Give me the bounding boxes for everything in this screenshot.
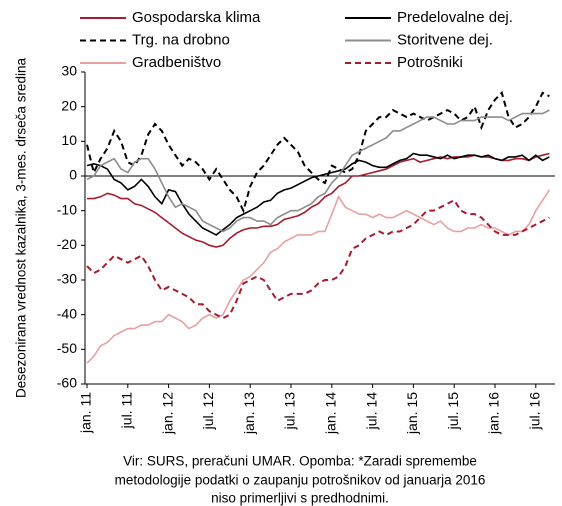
series-line: [86, 152, 550, 236]
series-line: [86, 90, 550, 214]
series-line: [86, 198, 550, 320]
note: niso primerljivi s predhodnimi.: [211, 491, 389, 506]
legend-label: Gospodarska klima: [132, 9, 261, 26]
y-tick-label: -10: [57, 201, 77, 217]
x-tick-label: jul. 11: [119, 392, 135, 430]
x-tick-label: jan. 14: [323, 392, 339, 435]
x-tick-label: jul. 15: [445, 392, 461, 431]
y-tick-label: 0: [69, 167, 77, 183]
y-tick-label: -30: [57, 271, 77, 287]
y-tick-label: 20: [61, 97, 77, 113]
y-tick-label: -40: [57, 305, 77, 321]
legend-label: Predelovalne dej.: [397, 9, 513, 26]
legend-label: Storitvene dej.: [397, 31, 493, 48]
y-tick-label: -20: [57, 236, 77, 252]
x-tick-label: jan. 11: [78, 392, 94, 434]
legend-label: Trg. na drobno: [132, 31, 230, 48]
x-tick-label: jul. 14: [363, 392, 379, 431]
y-tick-label: 30: [61, 63, 77, 79]
x-tick-label: jan. 15: [404, 392, 420, 435]
x-tick-label: jul. 12: [200, 392, 216, 431]
y-tick-label: 10: [61, 132, 77, 148]
x-tick-label: jan. 12: [159, 392, 175, 435]
note: metodologije podatki o zaupanju potrošni…: [115, 473, 486, 488]
y-tick-label: -50: [57, 340, 77, 356]
x-tick-label: jan. 13: [241, 392, 257, 435]
series-line: [86, 189, 551, 364]
y-tick-label: -60: [57, 375, 77, 391]
y-axis-title: Desezonirana vrednost kazalnika, 3-mes. …: [14, 58, 29, 398]
x-tick-label: jul. 13: [282, 392, 298, 431]
legend-label: Potrošniki: [397, 54, 463, 71]
x-tick-label: jan. 16: [486, 392, 502, 435]
x-tick-label: jul. 16: [527, 392, 543, 431]
legend-label: Gradbeništvo: [132, 54, 221, 71]
series-line: [86, 109, 550, 233]
note: Vir: SURS, preračuni UMAR. Opomba: *Zara…: [123, 454, 477, 469]
series-line: [87, 152, 550, 248]
